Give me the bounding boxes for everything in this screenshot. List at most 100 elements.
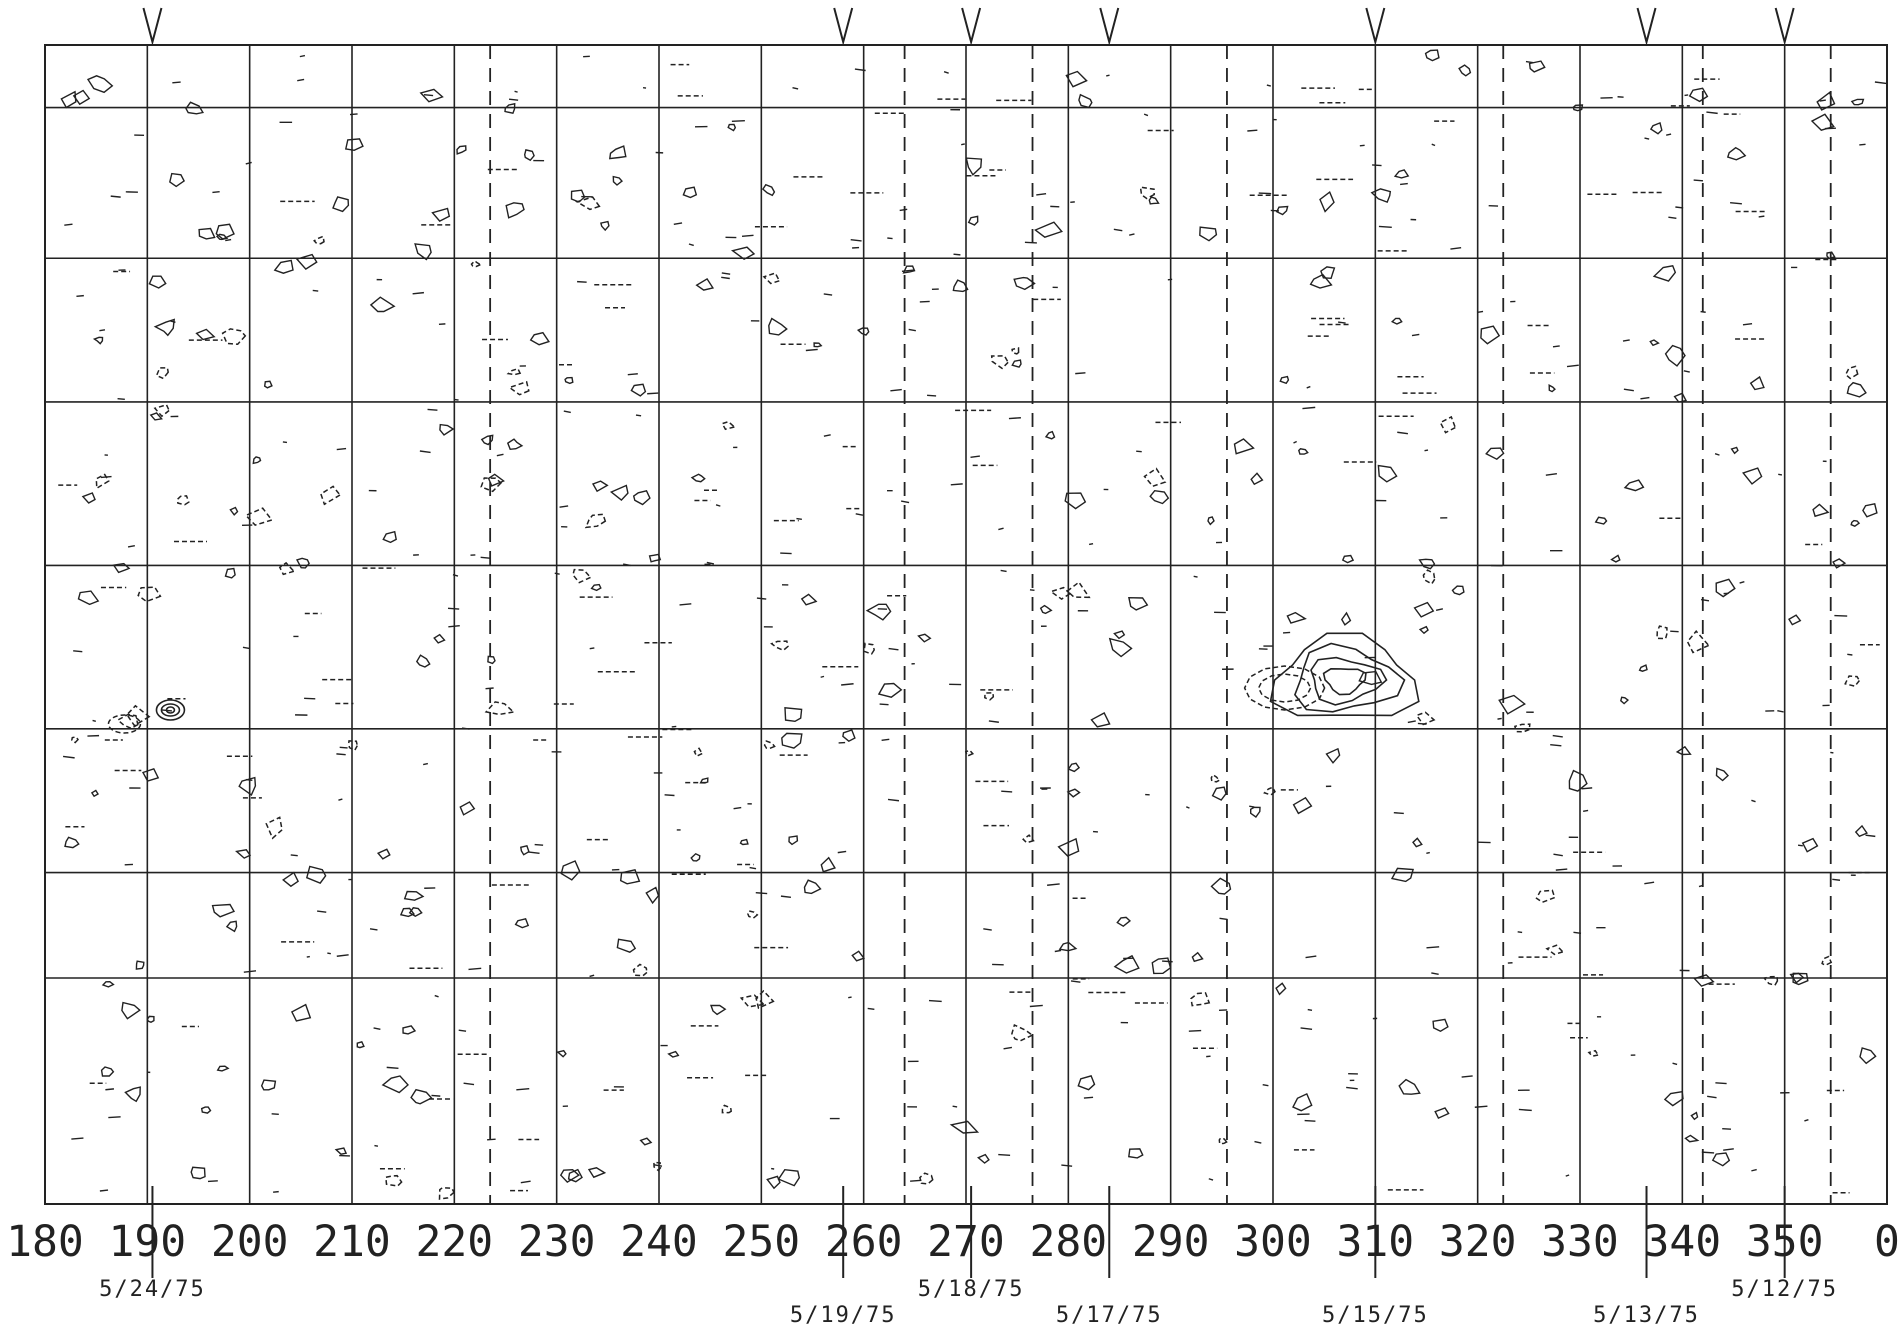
contour-blob — [112, 562, 131, 574]
contour-speck — [243, 970, 257, 973]
date-marker-v — [1365, 7, 1386, 46]
contour-speck — [671, 725, 677, 728]
contour-blob — [976, 1153, 990, 1164]
contour-blob — [784, 707, 803, 723]
contour-blob — [1535, 889, 1556, 904]
contour-blob — [487, 655, 496, 665]
contour-speck — [485, 687, 494, 690]
contour-speck — [1701, 598, 1710, 602]
contour-blob — [559, 1168, 580, 1183]
contour-speck — [1797, 844, 1803, 847]
contour-speck — [927, 394, 937, 397]
contour-speck — [458, 1029, 467, 1032]
contour-blob — [1821, 955, 1833, 967]
contour-blob — [1190, 992, 1211, 1007]
contour-speck — [1129, 233, 1135, 236]
contour-speck — [1683, 370, 1690, 373]
contour-blob — [507, 380, 530, 396]
contour-blob — [433, 633, 446, 644]
x-tick-label: 230 — [518, 1217, 596, 1267]
contour-blob — [639, 1137, 653, 1146]
contour-blob — [667, 1050, 680, 1058]
contour-speck — [1672, 1062, 1678, 1066]
contour-speck — [1553, 853, 1563, 857]
grid-layer — [44, 44, 1888, 1205]
contour-blob — [121, 1001, 141, 1020]
contour-blob — [768, 317, 788, 336]
x-tick-label: 0 — [1874, 1217, 1899, 1267]
contour-blob — [609, 484, 629, 502]
contour-blob — [1058, 941, 1078, 952]
contour-blob — [1572, 104, 1584, 112]
contour-speck — [1573, 931, 1582, 934]
contour-blob — [344, 138, 364, 152]
contour-speck — [1450, 246, 1462, 250]
contour-blob — [584, 513, 607, 529]
contour-blob — [1113, 954, 1140, 974]
contour-speck — [1378, 225, 1392, 228]
contour-blob — [480, 434, 494, 446]
contour-blob — [560, 860, 581, 881]
contour-blob — [529, 331, 551, 346]
contour-blob — [1528, 60, 1546, 73]
contour-speck — [1193, 575, 1198, 578]
contour-speck — [373, 1027, 381, 1031]
contour-speck — [290, 854, 298, 857]
contour-speck — [867, 1007, 875, 1010]
contour-blob — [1066, 581, 1091, 599]
contour-speck — [733, 806, 742, 810]
date-marker-v — [1774, 7, 1795, 46]
contour-speck — [1847, 653, 1853, 656]
contour-blob — [520, 844, 530, 856]
contour-blob — [347, 740, 359, 752]
contour-speck — [970, 455, 980, 459]
contour-blob — [1826, 251, 1836, 260]
contour-speck — [62, 755, 75, 759]
contour-speck — [983, 928, 992, 931]
contour-blob — [949, 1120, 980, 1134]
contour-speck — [1254, 1140, 1262, 1144]
contour-speck — [447, 607, 460, 610]
secondary-contour-ring — [155, 699, 186, 721]
contour-blob — [1077, 1075, 1096, 1091]
contour-blob — [690, 473, 706, 483]
contour-speck — [721, 272, 731, 275]
contour-blob — [1415, 711, 1436, 726]
contour-speck — [99, 329, 106, 332]
contour-blob — [403, 890, 425, 901]
contour-blob — [244, 507, 274, 526]
main-contour-ring — [1293, 642, 1406, 713]
contour-speck — [1751, 799, 1756, 803]
contour-speck — [1426, 946, 1440, 949]
contour-blob — [727, 123, 737, 132]
contour-blob — [116, 713, 139, 730]
contour-speck — [336, 954, 349, 957]
contour-speck — [1306, 385, 1311, 389]
contour-speck — [1300, 1027, 1313, 1031]
contour-blob — [1309, 273, 1333, 289]
contour-speck — [434, 994, 439, 998]
contour-blob — [1218, 1137, 1228, 1145]
contour-blob — [484, 701, 516, 716]
contour-blob — [952, 279, 969, 293]
contour-blob — [81, 492, 96, 504]
contour-blob — [865, 603, 892, 621]
contour-speck — [64, 223, 73, 226]
contour-blob — [919, 1172, 934, 1185]
contour-speck — [1583, 809, 1589, 813]
contour-blob — [92, 336, 104, 345]
contour-blob — [1044, 430, 1056, 440]
contour-blob — [1377, 464, 1398, 483]
contour-speck — [1552, 345, 1560, 348]
contour-blob — [211, 903, 236, 918]
contour-blob — [1128, 596, 1149, 611]
contour-blob — [803, 879, 822, 895]
contour-blob — [265, 816, 283, 840]
contour-blob — [1011, 1023, 1034, 1042]
contour-speck — [1832, 878, 1841, 881]
contour-speck — [749, 866, 757, 870]
contour-speck — [881, 738, 890, 742]
contour-blob — [1675, 745, 1692, 756]
contour-speck — [1426, 851, 1430, 854]
contour-blob — [1398, 1078, 1421, 1095]
